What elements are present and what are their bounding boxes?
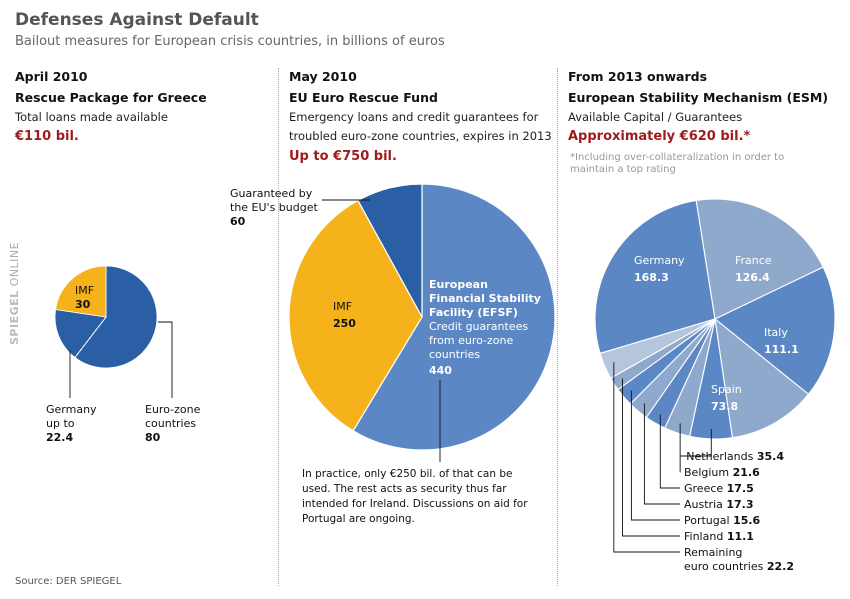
esm-slice-remaining-euro-countries [599, 318, 716, 379]
column-divider-1 [278, 68, 279, 586]
chart-title: Defenses Against Default [15, 10, 259, 30]
col2-date: May 2010 [289, 69, 357, 84]
esm-label-finland: Finland 11.1 [684, 530, 754, 543]
efsf-main-title-line-3: Facility (EFSF) [429, 306, 518, 319]
col2-name: EU Euro Rescue Fund [289, 90, 438, 105]
efsf-note-line-2: used. The rest acts as security thus far [302, 483, 507, 495]
leader-greece-eurozone [158, 321, 173, 398]
leader-esm-greece [659, 414, 680, 489]
leader-esm-portugal [630, 390, 680, 521]
col1-desc-line-1: Total loans made available [15, 110, 168, 124]
esm-inner-value-spain: 73.8 [711, 400, 738, 413]
col3-name: European Stability Mechanism (ESM) [568, 90, 829, 105]
greece-slice-germany-up-to [54, 309, 107, 359]
greece-germany-divider [74, 316, 107, 358]
esm-label-austria: Austria 17.3 [684, 498, 754, 511]
greece-germany-label: Germany up to 22.4 [46, 403, 97, 445]
greece-eurozone-label: Euro-zone countries 80 [145, 403, 200, 445]
col3-note-line-1: *Including over-collateralization in ord… [570, 152, 785, 163]
greece-germany-value: 22.4 [46, 431, 74, 444]
col3-amount: Approximately €620 bil.* [568, 129, 751, 144]
leader-esm-remaining-euro-countries [613, 362, 680, 553]
efsf-imf-value: 250 [333, 317, 356, 330]
pie-esm [594, 198, 836, 440]
esm-inner-label-italy: Italy [764, 326, 788, 339]
esm-label-remaining: Remaining euro countries 22.2 [684, 546, 794, 573]
esm-inner-value-italy: 111.1 [764, 343, 799, 356]
leader-esm-netherlands [680, 428, 712, 457]
efsf-budget-value: 60 [230, 215, 246, 228]
column-divider-2 [557, 68, 558, 586]
efsf-slice-european-financial-stability-facility-efsf [352, 183, 556, 451]
col1-amount: €110 bil. [15, 129, 79, 144]
col2-amount: Up to €750 bil. [289, 149, 397, 164]
leader-esm-austria [643, 403, 680, 505]
source-credit: Source: DER SPIEGEL [15, 576, 122, 587]
efsf-slice-imf [288, 199, 423, 432]
efsf-note-line-1: In practice, only €250 bil. of that can … [302, 468, 513, 480]
esm-label-greece: Greece 17.5 [684, 482, 754, 495]
esm-inner-label-spain: Spain [711, 383, 742, 396]
col2-desc-line-1: Emergency loans and credit guarantees fo… [289, 110, 539, 124]
esm-slice-france [695, 198, 824, 320]
greece-slice-imf [55, 265, 107, 318]
col3-desc-line-1: Available Capital / Guarantees [568, 110, 743, 124]
esm-inner-value-germany: 168.3 [634, 271, 669, 284]
col1-date: April 2010 [15, 69, 88, 84]
pie-greece [54, 265, 158, 369]
efsf-note: In practice, only €250 bil. of that can … [302, 467, 528, 527]
efsf-main-title-line-1: European [429, 278, 488, 291]
esm-label-netherlands: Netherlands 35.4 [686, 450, 784, 463]
greece-eurozone-value: 80 [145, 431, 161, 444]
esm-slice-italy [713, 266, 836, 396]
col3-date: From 2013 onwards [568, 69, 708, 84]
greece-germany-label-line-2: up to [46, 417, 75, 430]
efsf-budget-label: Guaranteed by the EU's budget 60 [230, 187, 318, 229]
esm-inner-value-france: 126.4 [735, 271, 770, 284]
efsf-main-text-line-3: countries [429, 348, 480, 361]
col1-name: Rescue Package for Greece [15, 90, 207, 105]
col3-note-line-2: maintain a top rating [570, 164, 676, 175]
greece-imf-value: 30 [75, 298, 91, 311]
efsf-main-text-line-2: from euro-zone [429, 334, 513, 347]
greece-imf-label: IMF [75, 284, 94, 297]
leader-lines [69, 199, 712, 553]
esm-label-belgium: Belgium 21.6 [684, 466, 760, 479]
greece-eurozone-label-line-2: countries [145, 417, 197, 430]
chart-subtitle: Bailout measures for European crisis cou… [15, 34, 445, 49]
esm-slice-germany [594, 199, 716, 355]
greece-slice-euro-zone-countries [74, 265, 158, 369]
esm-inner-label-germany: Germany [634, 254, 685, 267]
pie-efsf [288, 183, 556, 451]
greece-eurozone-label-line-1: Euro-zone [145, 403, 201, 416]
efsf-imf-label: IMF [333, 300, 352, 313]
efsf-budget-label-line-1: Guaranteed by [230, 187, 313, 200]
efsf-note-line-3: intended for Ireland. Discussions on aid… [302, 498, 528, 510]
esm-inner-label-france: France [735, 254, 772, 267]
leader-esm-finland [622, 378, 680, 537]
efsf-main-value: 440 [429, 364, 452, 377]
efsf-note-line-4: Portugal are ongoing. [302, 513, 415, 525]
brand-watermark: SPIEGEL ONLINE [8, 241, 21, 345]
efsf-budget-label-line-2: the EU's budget [230, 201, 318, 214]
esm-label-portugal: Portugal 15.6 [684, 514, 761, 527]
efsf-main-text-line-1: Credit guarantees [429, 320, 528, 333]
esm-slice-spain [714, 317, 810, 439]
greece-germany-label-line-1: Germany [46, 403, 97, 416]
efsf-main-title-line-2: Financial Stability [429, 292, 541, 305]
col2-desc-line-2: troubled euro-zone countries, expires in… [289, 129, 552, 143]
